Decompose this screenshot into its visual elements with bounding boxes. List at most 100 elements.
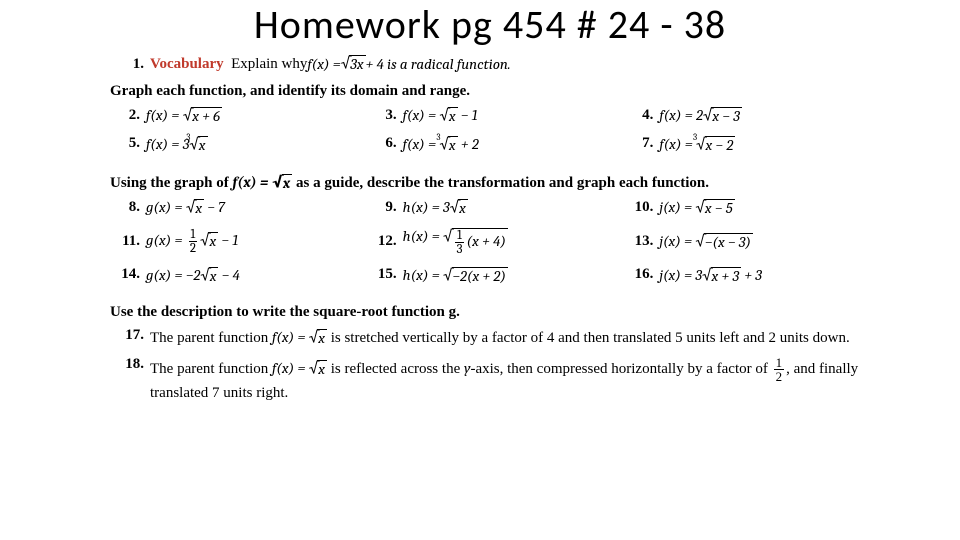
problem-cell: 16.j(x) = 3√x + 3 + 3 [633,266,880,285]
vocab-label: Vocabulary [150,56,224,73]
q-num: 17. [120,327,150,348]
q17-sqrt: √x [309,329,327,347]
q-num: 10. [633,199,659,216]
q-num: 14. [120,266,146,283]
radicand: x − 5 [704,199,735,217]
sqrt-expr: 3√x − 2 [696,136,735,154]
math-expr: f(x) = 3√x − 2 [659,135,735,154]
section-a-head: Graph each function, and identify its do… [110,83,880,100]
q1-before: Explain why [231,56,307,73]
sqrt-expr: 3√x [439,136,457,154]
frac-num: 1 [774,356,785,370]
math-expr: f(x) = √x − 1 [403,106,478,125]
sqrt-expr: √x − 5 [695,199,734,217]
radicand: x + 3 [711,267,742,285]
radicand: x [209,267,219,285]
problem-cell: 6.f(x) = 3√x + 2 [377,135,624,154]
math-expr: h(x) = 3√x [403,198,468,217]
radicand: x − 3 [711,107,741,125]
problem-cell: 9.h(x) = 3√x [377,198,624,217]
root-index: 3 [186,133,190,143]
q-num: 13. [633,233,659,250]
q-num: 18. [120,356,150,403]
frac-den: 2 [188,242,198,255]
problem-cell: 3.f(x) = √x − 1 [377,106,624,125]
math-expr: j(x) = √−(x − 3) [659,232,753,251]
sqrt-expr: √x [450,199,468,217]
sqrt-expr: √x − 3 [703,107,742,125]
radicand: −(x − 3) [704,233,753,251]
q18-c: -axis, then compressed horizontally by a… [470,361,771,377]
fraction: 13 [455,229,465,256]
math-expr: g(x) = 12√x − 1 [146,228,238,255]
q17-a: The parent function [150,330,272,346]
radicand: x [458,199,468,217]
frac-den: 3 [455,243,465,256]
problem-cell: 13.j(x) = √−(x − 3) [633,227,880,256]
grid-a: 2.f(x) = √x + 6 3.f(x) = √x − 1 4.f(x) = 2… [120,106,880,163]
sb-fx: f(x) = [233,173,272,191]
q-num: 2. [120,107,146,124]
problem-cell: 2.f(x) = √x + 6 [120,106,367,125]
frac-den: 2 [774,370,785,383]
q-num: 9. [377,199,403,216]
problem-cell: 5.f(x) = 33√x [120,135,367,154]
question-18: 18. The parent function f(x) = √x is ref… [120,356,880,403]
page-title: Homework pg 454 # 24 - 38 [100,0,880,55]
q18-rad: x [317,360,327,378]
root-index: 3 [436,133,440,143]
q18-a: The parent function [150,361,272,377]
sqrt-expr: √−(x − 3) [695,233,753,251]
frac-num: 1 [189,228,198,242]
q-num: 6. [377,135,403,152]
question-1: 1. Vocabulary Explain why f(x) = √ 3x + … [120,55,880,73]
math-expr: h(x) = √−2(x + 2) [403,266,508,285]
q18-b: is reflected across the [327,361,464,377]
sqrt-expr: √x + 6 [183,107,222,125]
sqrt-expr: √13(x + 4) [443,228,508,256]
sqrt-expr: √ 3x [341,55,366,73]
fraction: 12 [188,228,198,255]
q1-after: + 4 is a radical function. [366,55,511,73]
q-num: 8. [120,199,146,216]
problem-cell: 11.g(x) = 12√x − 1 [120,227,367,256]
frac-half: 12 [774,356,785,383]
q-num: 4. [633,107,659,124]
problem-cell: 4.f(x) = 2√x − 3 [633,106,880,125]
problem-cell: 14.g(x) = −2√x − 4 [120,266,367,285]
radicand: x [194,199,204,217]
sqrt-expr: √x [186,199,204,217]
q17-fx: f(x) = [272,328,309,346]
section-b-head: Using the graph of f(x) = √x as a guide,… [110,173,880,192]
q17-b: is stretched vertically by a factor of 4… [327,330,850,346]
q1-fx: f(x) = [307,55,340,73]
q17-text: The parent function f(x) = √x is stretch… [150,327,880,348]
problem-cell: 8.g(x) = √x − 7 [120,198,367,217]
q17-rad: x [317,329,327,347]
radicand: x − 2 [705,136,736,154]
problem-cell: 10.j(x) = √x − 5 [633,198,880,217]
radicand: −2(x + 2) [452,267,508,285]
sqrt-expr: √x + 3 [702,267,741,285]
q-num: 5. [120,135,146,152]
radicand: x [208,232,218,250]
sqrt-expr: √x [200,267,218,285]
radicand: 13(x + 4) [452,228,508,256]
math-expr: h(x) = √13(x + 4) [403,227,508,256]
sb-sqrt: √x [272,174,293,192]
q-num: 16. [633,266,659,283]
problem-cell: 7.f(x) = 3√x − 2 [633,135,880,154]
q-num: 3. [377,107,403,124]
math-expr: j(x) = 3√x + 3 + 3 [659,266,762,285]
q18-text: The parent function f(x) = √x is reflect… [150,356,880,403]
sqrt-expr: √x [439,107,457,125]
math-expr: f(x) = 2√x − 3 [659,106,741,125]
q-num: 11. [120,233,146,250]
q-num: 1. [120,56,150,73]
math-expr: f(x) = 3√x + 2 [403,135,479,154]
sqrt-expr: √−2(x + 2) [443,267,508,285]
problem-cell: 12.h(x) = √13(x + 4) [377,227,624,256]
radicand: x [448,136,458,154]
sb-rad: x [282,174,292,192]
section-c-head: Use the description to write the square-… [110,304,880,321]
